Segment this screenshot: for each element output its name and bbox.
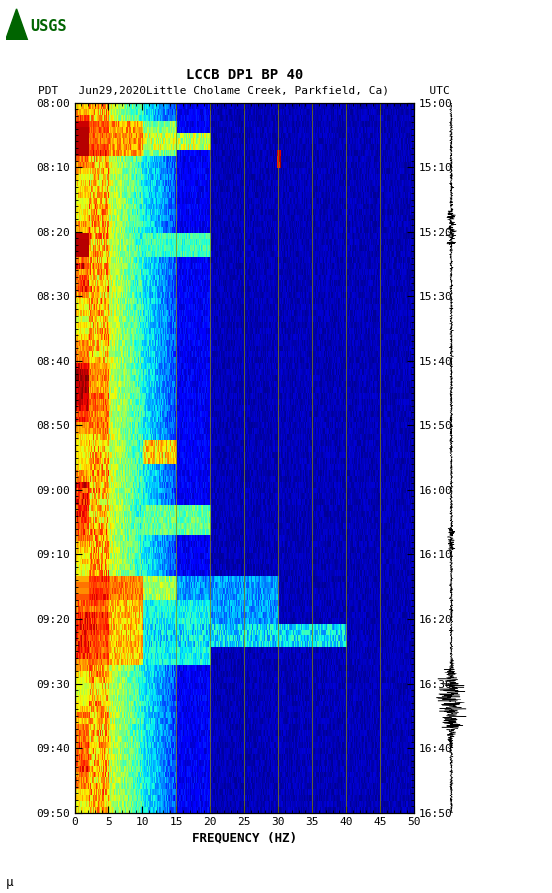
Polygon shape [6, 9, 28, 40]
Text: LCCB DP1 BP 40: LCCB DP1 BP 40 [185, 68, 303, 82]
Text: PDT   Jun29,2020Little Cholame Creek, Parkfield, Ca)      UTC: PDT Jun29,2020Little Cholame Creek, Park… [39, 86, 450, 96]
X-axis label: FREQUENCY (HZ): FREQUENCY (HZ) [192, 831, 297, 845]
Text: USGS: USGS [30, 20, 67, 34]
Text: μ: μ [6, 875, 13, 889]
